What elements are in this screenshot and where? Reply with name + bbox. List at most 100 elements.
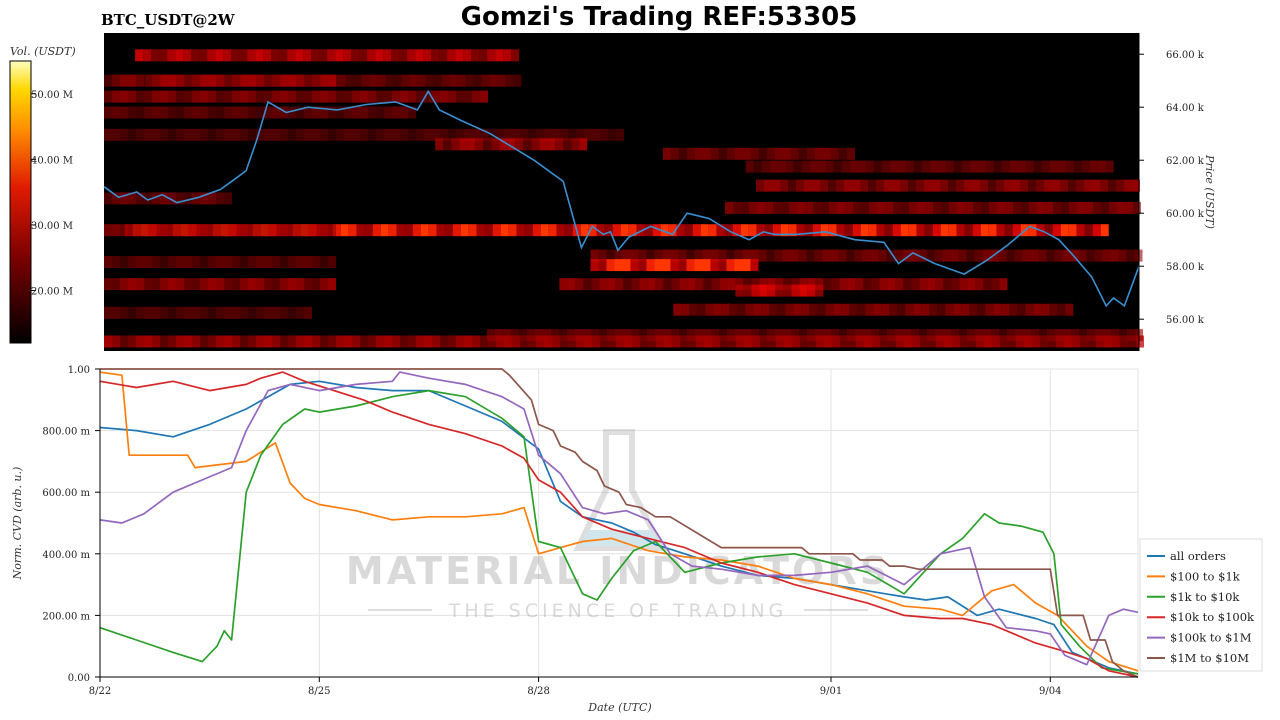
heatmap-cell — [900, 224, 909, 237]
heatmap-cell — [937, 160, 946, 173]
heatmap-cell — [1103, 329, 1111, 342]
heatmap-cell — [160, 192, 168, 205]
heatmap-cell — [143, 49, 152, 62]
heatmap-cell — [1025, 303, 1034, 316]
heatmap-cell — [812, 224, 821, 237]
heatmap-cell — [967, 278, 976, 291]
heatmap-cell — [527, 329, 535, 342]
heatmap-cell — [734, 249, 743, 262]
heatmap-cell — [360, 335, 368, 348]
heatmap-cell — [1081, 160, 1090, 173]
legend-label: all orders — [1170, 549, 1226, 563]
heatmap-cell — [232, 306, 240, 319]
heatmap-cell — [860, 179, 868, 192]
heatmap-cell — [662, 249, 671, 262]
heatmap-cell — [200, 306, 208, 319]
heatmap-cell — [1030, 249, 1039, 262]
heatmap-cell — [847, 278, 856, 291]
heatmap-cell — [881, 160, 890, 173]
heatmap-cell — [568, 128, 576, 141]
heatmap-cell — [144, 192, 152, 205]
heatmap-cell — [668, 224, 677, 237]
heatmap-cell — [128, 278, 136, 291]
heatmap-cell — [600, 128, 608, 141]
heatmap-cell — [511, 49, 520, 62]
heatmap-cell — [1101, 201, 1109, 214]
heatmap-cell — [608, 335, 616, 348]
heatmap-cell — [240, 90, 248, 103]
heatmap-cell — [415, 49, 424, 62]
heatmap-cell — [1057, 303, 1066, 316]
heatmap-cell — [894, 249, 903, 262]
heatmap-cell — [806, 249, 815, 262]
heatmap-cell — [136, 256, 144, 268]
heatmap-cell — [972, 179, 980, 192]
heatmap-cell — [807, 278, 816, 291]
heatmap-cell — [136, 128, 144, 141]
heatmap-cell — [144, 256, 152, 268]
heatmap-cell — [716, 224, 725, 237]
heatmap-cell — [852, 224, 861, 237]
heatmap-cell — [799, 329, 807, 342]
series-line — [99, 371, 1139, 678]
heatmap-cell — [623, 278, 632, 291]
heatmap-cell — [360, 106, 368, 119]
heatmap-cell — [552, 128, 560, 141]
heatmap-cell — [215, 49, 224, 62]
heatmap-cell — [985, 160, 994, 173]
heatmap-cell — [940, 224, 949, 237]
cvd-x-tick-label: 8/25 — [308, 686, 330, 697]
heatmap-cell — [732, 224, 741, 237]
heatmap-cell — [512, 335, 520, 348]
heatmap-cell — [496, 335, 504, 348]
heatmap-cell — [737, 303, 746, 316]
heatmap-cell — [128, 306, 136, 319]
heatmap-cell — [304, 335, 312, 348]
heatmap-cell — [735, 284, 744, 297]
heatmap-cell — [959, 278, 968, 291]
heatmap-cell — [192, 90, 200, 103]
heatmap-cell — [948, 179, 956, 192]
heatmap-cell — [200, 106, 208, 119]
heatmap-cell — [984, 335, 992, 348]
heatmap-cell — [993, 160, 1002, 173]
heatmap-cell — [504, 128, 512, 141]
heatmap-cell — [439, 49, 448, 62]
heatmap-cell — [272, 90, 280, 103]
heatmap-cell — [400, 90, 408, 103]
heatmap-cell — [895, 278, 904, 291]
cvd-x-axis-label: Date (UTC) — [587, 701, 651, 714]
heatmap-cell — [1080, 335, 1088, 348]
heatmap-cell — [604, 224, 613, 237]
heatmap-cell — [796, 179, 804, 192]
heatmap-cell — [336, 90, 344, 103]
heatmap-cell — [232, 335, 240, 348]
heatmap-cell — [464, 128, 472, 141]
heatmap-cell — [1012, 179, 1020, 192]
series-line — [99, 389, 1139, 675]
heatmap-cell — [663, 278, 672, 291]
heatmap-cell — [654, 259, 663, 272]
heatmap-cell — [272, 335, 280, 348]
heatmap-cell — [352, 90, 360, 103]
heatmap-cell — [1057, 160, 1066, 173]
heatmap-cell — [176, 128, 184, 141]
heatmap-cell — [1056, 335, 1064, 348]
colorbar-ticks: 20.00 M 30.00 M 40.00 M 50.00 M — [31, 90, 73, 298]
heatmap-cell — [892, 224, 901, 237]
heatmap-cell — [539, 138, 548, 151]
heatmap-cell — [584, 335, 592, 348]
heatmap-cell — [1092, 224, 1101, 237]
heatmap-cell — [889, 303, 898, 316]
heatmap-cell — [743, 278, 752, 291]
heatmap-cells — [104, 49, 1144, 348]
heatmap-cell — [1017, 160, 1026, 173]
heatmap-cell — [950, 249, 959, 262]
heatmap-cell — [231, 49, 240, 62]
colorbar-tick-label: 30.00 M — [31, 221, 73, 232]
heatmap-cell — [783, 278, 792, 291]
heatmap-cell — [919, 278, 928, 291]
heatmap-cell — [591, 329, 599, 342]
heatmap-cell — [775, 329, 783, 342]
heatmap-cell — [735, 278, 744, 291]
